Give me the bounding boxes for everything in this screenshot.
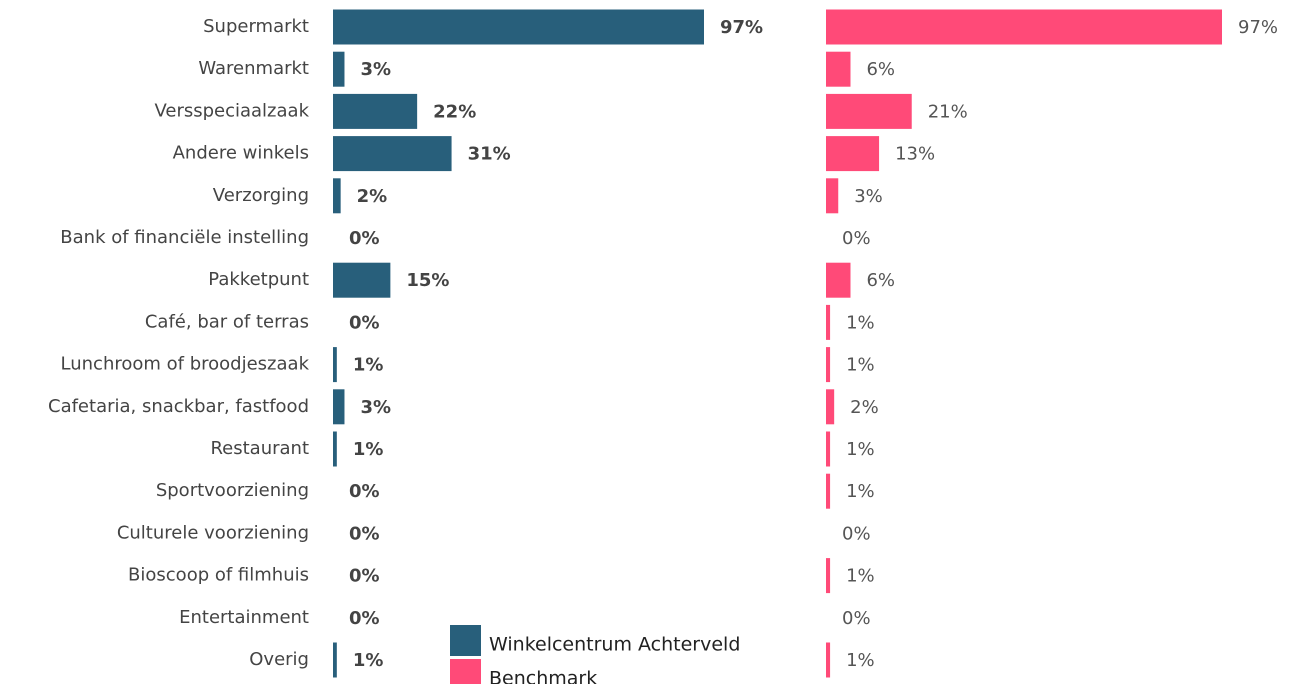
value-label: 3% [360,397,391,418]
value-label: 3% [360,59,391,80]
bar [826,642,831,678]
bar [826,473,831,509]
value-label: 13% [895,144,935,165]
category-label: Bank of financiële instelling [60,227,309,248]
value-label: 0% [349,312,380,333]
legend-swatch [450,625,481,656]
bar [826,178,839,214]
bar [826,431,831,467]
bar [333,431,337,467]
bar [826,9,1222,45]
category-label: Bioscoop of filmhuis [128,565,309,586]
category-label: Restaurant [210,438,309,459]
value-label: 0% [349,481,380,502]
category-label: Culturele voorziening [117,522,309,543]
value-label: 0% [349,566,380,587]
legend-label: Benchmark [489,668,597,684]
value-label: 31% [468,144,511,165]
value-label: 15% [406,270,449,291]
bar [333,178,341,214]
category-label: Verzorging [213,185,309,206]
category-label: Cafetaria, snackbar, fastfood [48,396,309,417]
category-label: Andere winkels [173,143,309,164]
bar [333,93,418,129]
bar [333,642,337,678]
value-label: 1% [846,312,875,333]
category-label: Entertainment [179,607,309,628]
value-label: 1% [846,650,875,671]
bar [826,93,912,129]
bar [333,347,337,383]
value-label: 0% [349,608,380,629]
value-label: 0% [349,228,380,249]
value-label: 97% [1238,17,1278,38]
value-label: 1% [353,355,384,376]
value-label: 2% [357,186,388,207]
value-label: 1% [846,439,875,460]
bar [333,262,391,298]
value-label: 21% [928,101,968,122]
value-label: 0% [349,523,380,544]
bar [826,558,831,594]
bar [333,136,452,172]
category-label: Supermarkt [203,16,309,37]
category-label: Café, bar of terras [145,311,309,332]
value-label: 1% [353,650,384,671]
category-label: Versspeciaalzaak [154,100,309,121]
value-label: 0% [842,228,871,249]
category-label: Warenmarkt [198,58,309,79]
value-label: 22% [433,101,476,122]
bar [333,389,345,425]
bar [333,9,704,45]
value-label: 1% [846,355,875,376]
value-label: 97% [720,17,763,38]
value-label: 6% [866,59,895,80]
bar [826,389,835,425]
value-label: 1% [846,566,875,587]
value-label: 0% [842,608,871,629]
bar [826,262,851,298]
value-label: 2% [850,397,879,418]
value-label: 1% [353,439,384,460]
legend-label: Winkelcentrum Achterveld [489,634,740,656]
bar [826,304,831,340]
category-label: Overig [249,649,309,670]
category-label: Sportvoorziening [156,480,309,501]
bar [826,347,831,383]
bar [826,136,880,172]
category-label: Pakketpunt [208,269,309,290]
bar [333,51,345,87]
legend-swatch [450,659,481,684]
value-label: 0% [842,523,871,544]
value-label: 3% [854,186,883,207]
category-label: Lunchroom of broodjeszaak [61,354,310,375]
bar [826,51,851,87]
value-label: 1% [846,481,875,502]
value-label: 6% [866,270,895,291]
